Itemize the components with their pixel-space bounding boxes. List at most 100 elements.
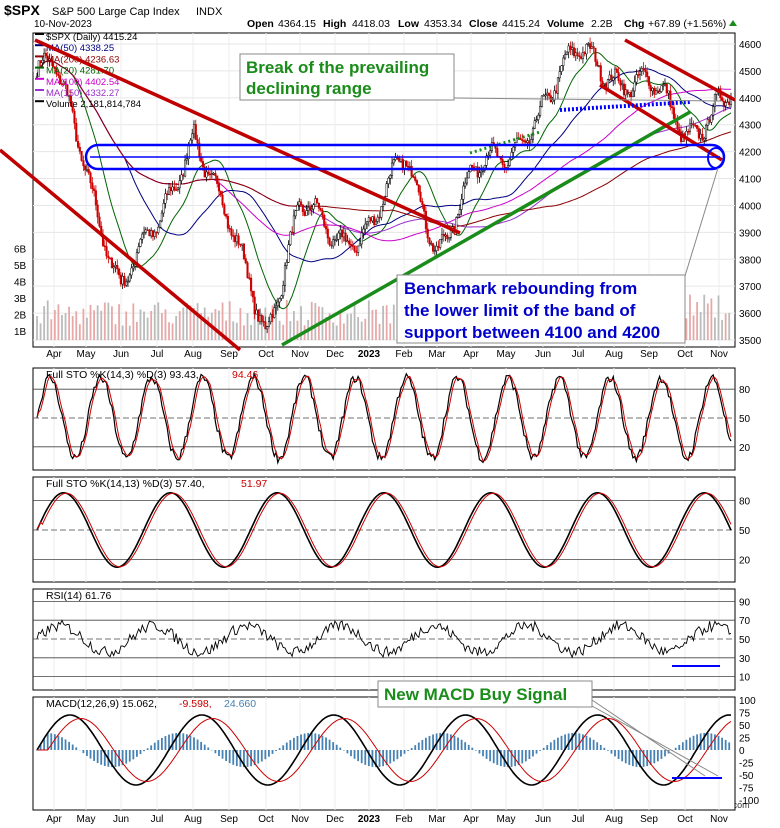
candle-body xyxy=(603,83,606,85)
candle-body xyxy=(241,243,244,246)
volume-bar xyxy=(218,310,220,340)
sto2-d-value: 51.97 xyxy=(241,478,267,490)
macd-signal-line xyxy=(37,717,732,783)
candle-body xyxy=(307,207,310,211)
candle-body xyxy=(357,245,360,253)
candle-body xyxy=(637,74,640,76)
macd-histogram-bar xyxy=(160,737,163,750)
macd-histogram-bar xyxy=(596,742,599,750)
price-candles xyxy=(35,37,733,334)
volume-bar xyxy=(121,325,124,340)
sto2-label: Full STO %K(14,13) %D(3) 57.40, xyxy=(46,478,205,490)
macd-histogram-bar xyxy=(300,734,302,750)
candle-body xyxy=(621,83,624,86)
volume-bar xyxy=(260,318,263,340)
macd-histogram-bar xyxy=(86,750,88,756)
volume-bar xyxy=(253,310,256,340)
candle-body xyxy=(571,47,574,50)
price-tick-label: 4300 xyxy=(739,121,762,132)
candle-body xyxy=(362,228,365,234)
macd-histogram-bar xyxy=(724,739,727,750)
candle-body xyxy=(655,90,658,95)
macd-histogram-bar xyxy=(660,750,663,759)
candle-body xyxy=(351,245,354,247)
candle-body xyxy=(569,45,572,50)
macd-histogram-bar xyxy=(43,738,46,750)
volume-bar xyxy=(153,304,156,340)
candle-body xyxy=(371,216,374,222)
candle-body xyxy=(162,203,165,214)
candle-body xyxy=(258,315,262,322)
price-tick-label: 4100 xyxy=(739,175,762,186)
volume-bar xyxy=(332,322,335,340)
candle-body xyxy=(703,138,706,141)
candle-body xyxy=(633,81,636,92)
rebound-line-1: Benchmark rebounding from xyxy=(404,279,637,298)
macd-histogram-bar xyxy=(50,733,53,750)
candle-body xyxy=(396,157,399,159)
volume-bar xyxy=(357,317,360,340)
candle-body xyxy=(253,296,256,315)
candle-body xyxy=(478,172,481,178)
macd-histogram-bar xyxy=(539,750,542,751)
x-axis-label: May xyxy=(497,349,516,360)
macd-histogram-bar xyxy=(649,750,652,765)
symbol: $SPX xyxy=(4,2,40,18)
candle-body xyxy=(414,176,417,181)
candle-body xyxy=(342,232,345,238)
macd-histogram-bar xyxy=(392,750,395,762)
macd-histogram-bar xyxy=(75,747,78,750)
candle-body xyxy=(178,180,181,189)
macd-histogram-bar xyxy=(375,750,377,768)
candle-body xyxy=(619,80,622,86)
volume-bar xyxy=(342,323,345,340)
candle-body xyxy=(430,243,433,245)
x-axis-label: Nov xyxy=(710,814,728,825)
candle-body xyxy=(656,90,659,94)
sto2-panel xyxy=(32,476,736,583)
volume-label: Volume xyxy=(547,18,584,30)
candle-body xyxy=(597,65,601,67)
candle-body xyxy=(590,46,593,49)
macd-histogram-bar xyxy=(103,750,106,766)
volume-bar xyxy=(367,300,370,340)
macd-histogram-bar xyxy=(492,750,495,764)
macd-histogram-bar xyxy=(496,750,499,765)
candle-body xyxy=(310,208,313,211)
macd-histogram-bar xyxy=(681,742,684,750)
macd-histogram-bar xyxy=(478,750,481,754)
macd-histogram-bar xyxy=(467,744,470,750)
x-axis-label: Sep xyxy=(640,349,658,360)
candle-body xyxy=(476,166,479,178)
macd-histogram-bar xyxy=(71,744,74,750)
price-tick-label: 3600 xyxy=(739,309,762,320)
candle-body xyxy=(546,92,549,96)
candle-body xyxy=(339,229,342,234)
candle-body xyxy=(583,52,586,55)
candle-body xyxy=(262,321,265,323)
volume-bar xyxy=(232,321,235,340)
candle-body xyxy=(107,255,110,259)
macd-histogram-bar xyxy=(143,750,145,752)
macd-histogram-bar xyxy=(114,750,117,767)
candle-body xyxy=(260,315,263,322)
macd-histogram-bar xyxy=(532,750,534,757)
macd-histogram-bar xyxy=(485,750,488,759)
candle-body xyxy=(52,61,55,67)
sto1-tick-label: 80 xyxy=(739,385,751,396)
candle-body xyxy=(435,245,438,251)
candle-body xyxy=(39,60,42,63)
macd-histogram-bar xyxy=(200,741,203,750)
volume-bar xyxy=(64,313,67,340)
candle-body xyxy=(649,85,652,92)
candle-body xyxy=(328,237,331,245)
macd-histogram-bar xyxy=(218,750,220,757)
volume-bar xyxy=(246,313,249,340)
macd-tick-label: 75 xyxy=(739,709,751,720)
macd-histogram-bar xyxy=(82,750,85,754)
candle-body xyxy=(289,231,292,246)
macd-histogram-bar xyxy=(57,735,60,750)
candle-body xyxy=(553,90,556,101)
candle-body xyxy=(84,165,87,171)
candle-body xyxy=(214,173,217,177)
